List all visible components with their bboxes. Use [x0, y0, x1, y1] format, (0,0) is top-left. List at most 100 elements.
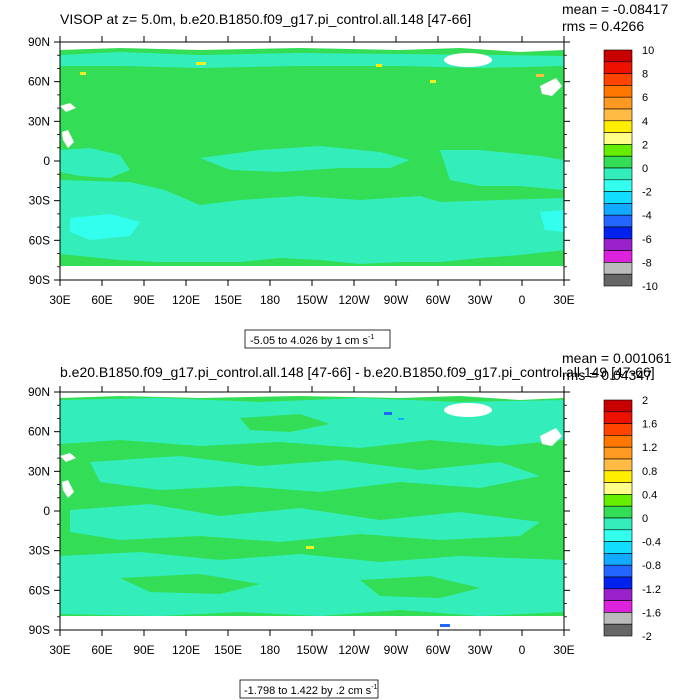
colorbar-label: 0.4	[642, 489, 657, 501]
svg-text:-1.798 to 1.422 by .2 cm s-1: -1.798 to 1.422 by .2 cm s-1	[244, 684, 378, 697]
colorbar-box	[603, 600, 633, 613]
y-tick-label: 90S	[29, 623, 50, 637]
range-label-box: -1.798 to 1.422 by .2 cm s-1	[239, 679, 379, 699]
colorbar-box	[603, 73, 633, 86]
colorbar-label: 0	[642, 163, 648, 175]
y-tick-label: 30N	[28, 114, 50, 128]
colorbar-box	[603, 120, 633, 133]
anomaly-spot	[398, 418, 404, 420]
ocean-patch-deep	[70, 214, 140, 240]
colorbar-box	[603, 214, 633, 228]
rms-label: rms = 0.4266	[562, 18, 644, 34]
colorbar: 10 8 6 4 2 0 -2 -4 -6 -8 -10	[603, 45, 658, 293]
anomaly-spot	[196, 62, 206, 65]
colorbar-label: -10	[642, 281, 658, 293]
colorbar-box	[603, 155, 633, 169]
range-unit-sup: -1	[368, 334, 374, 341]
caspian-land	[60, 453, 76, 462]
ocean-region-midlat	[90, 456, 540, 492]
x-tick-label: 120W	[338, 293, 370, 307]
y-tick-label: 60S	[29, 233, 50, 247]
panel-bottom: b.e20.B1850.f09_g17.pi_control.all.148 […	[28, 350, 672, 699]
caspian-land	[60, 103, 76, 112]
anomaly-spot	[80, 72, 86, 75]
colorbar-label: 8	[642, 69, 648, 81]
y-tick-label: 0	[43, 504, 50, 518]
x-tick-label: 150E	[214, 643, 242, 657]
colorbar-box	[603, 238, 633, 251]
colorbar-box	[603, 273, 633, 287]
colorbar-label: -1.2	[642, 584, 661, 596]
anomaly-spot	[306, 546, 314, 549]
colorbar-label: -8	[642, 257, 652, 269]
y-tick-label: 90N	[28, 385, 50, 399]
ocean-patch-zero	[120, 574, 260, 594]
arctic-land	[60, 392, 564, 400]
colorbar-box	[603, 564, 633, 578]
hudson-land	[540, 428, 562, 446]
ocean-patch-deep	[540, 210, 564, 232]
colorbar-label: -0.4	[642, 537, 661, 549]
colorbar-label: 4	[642, 116, 648, 128]
colorbar-box	[603, 96, 633, 110]
x-tick-label: 180	[260, 293, 280, 307]
arctic-land	[60, 42, 564, 52]
hudson-land	[540, 78, 562, 96]
rms-label: rms = 0.04347	[562, 367, 652, 383]
ocean-patch-zero	[240, 414, 330, 432]
y-tick-label: 90N	[28, 35, 50, 49]
colorbar-box	[603, 470, 633, 483]
colorbar-box	[603, 179, 633, 192]
x-axis: 30E 60E 90E 120E 150E 180 150W 120W 90W 60W 30W 0 30…	[49, 386, 575, 657]
range-label: -5.05 to 4.026 by 1 cm s	[250, 335, 369, 347]
colorbar-label: 0	[642, 513, 648, 525]
anomaly-spot	[384, 412, 392, 415]
colorbar-box	[603, 399, 633, 413]
x-tick-label: 30W	[468, 293, 493, 307]
x-tick-label: 0	[519, 293, 526, 307]
colorbar-box	[603, 144, 633, 157]
x-tick-label: 90W	[384, 293, 409, 307]
y-tick-label: 30S	[29, 194, 50, 208]
colorbar-box	[603, 517, 633, 531]
colorbar-box	[603, 576, 633, 590]
range-label: -1.798 to 1.422 by .2 cm s	[244, 685, 372, 697]
y-tick-label: 30N	[28, 464, 50, 478]
plot-title: b.e20.B1850.f09_g17.pi_control.all.148 […	[60, 364, 655, 380]
x-tick-label: 180	[260, 643, 280, 657]
colorbar-label: 1.6	[642, 419, 657, 431]
x-tick-label: 120E	[172, 643, 200, 657]
x-tick-label: 150W	[296, 643, 328, 657]
colorbar-box	[603, 226, 633, 240]
anomaly-spot	[430, 80, 436, 83]
colorbar-box	[603, 612, 633, 625]
africa-land	[62, 480, 74, 498]
greenland-land	[444, 53, 492, 67]
colorbar-label: -4	[642, 210, 652, 222]
map	[59, 391, 565, 631]
colorbar-box	[603, 108, 633, 122]
svg-text:-5.05 to 4.026 by 1 cm s-1: -5.05 to 4.026 by 1 cm s-1	[250, 334, 374, 347]
x-tick-label: 90E	[133, 293, 154, 307]
colorbar: 2 1.6 1.2 0.8 0.4 0 -0.4 -0.8 -1.2 -1.6 -2	[603, 395, 661, 643]
colorbar-box	[603, 529, 633, 542]
x-tick-label: 150W	[296, 293, 328, 307]
x-tick-label: 0	[519, 643, 526, 657]
colorbar-label: 0.8	[642, 466, 657, 478]
y-tick-label: 90S	[29, 273, 50, 287]
colorbar-label: 10	[642, 45, 654, 57]
y-tick-label: 60S	[29, 583, 50, 597]
colorbar-box	[603, 411, 633, 424]
colorbar-box	[603, 61, 633, 74]
colorbar-box	[603, 588, 633, 601]
y-axis: 90N 60N 30N 0 30S 60S 90S	[28, 385, 570, 637]
colorbar-box	[603, 191, 633, 204]
antarctica-land	[60, 616, 564, 630]
y-tick-label: 0	[43, 154, 50, 168]
colorbar-label: 6	[642, 92, 648, 104]
anomaly-spot	[536, 74, 544, 77]
greenland-land	[444, 403, 492, 417]
colorbar-box	[603, 623, 633, 637]
ocean-region-southern	[60, 180, 564, 264]
